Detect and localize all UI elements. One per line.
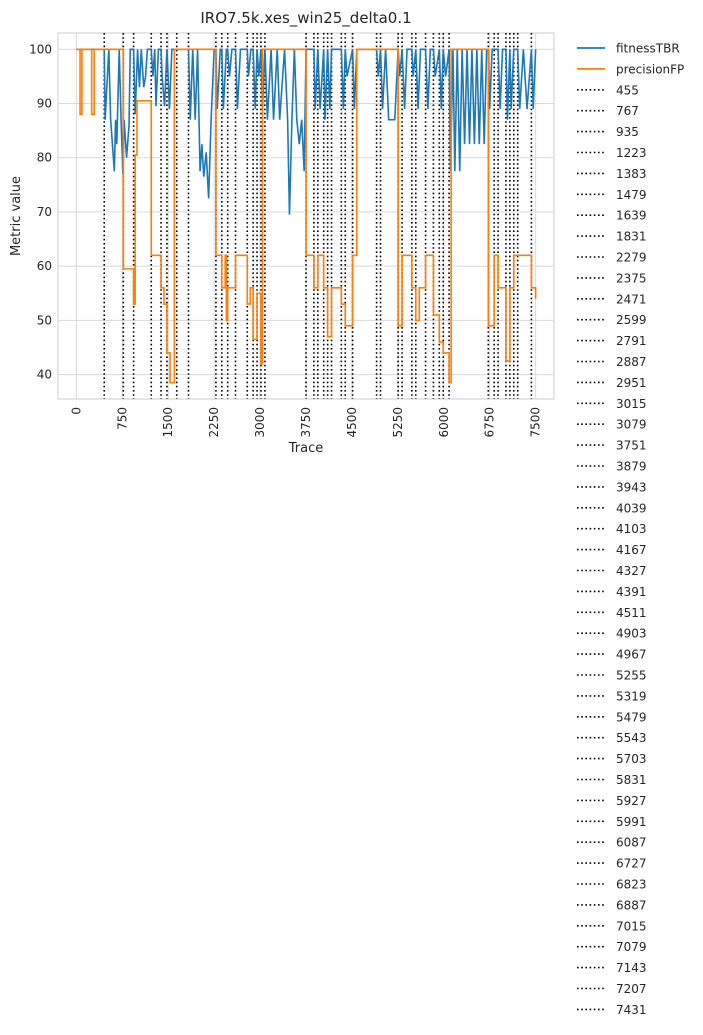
series (76, 48, 537, 384)
series-line-fitnessTBR (76, 48, 537, 215)
legend-label-drift: 1479 (616, 188, 647, 202)
legend-label-drift: 5991 (616, 815, 647, 829)
legend-label-drift: 2791 (616, 334, 647, 348)
legend-label-drift: 6087 (616, 836, 647, 850)
legend-label-drift: 5319 (616, 689, 647, 703)
legend-label-drift: 3943 (616, 480, 647, 494)
x-tick-label: 0 (69, 407, 83, 415)
legend-label-drift: 5927 (616, 794, 647, 808)
x-tick-label: 6000 (437, 407, 451, 438)
legend-label-drift: 935 (616, 125, 639, 139)
legend-label-drift: 6887 (616, 898, 647, 912)
y-tick-label: 70 (37, 205, 52, 219)
legend-label-drift: 7207 (616, 982, 647, 996)
legend-label-drift: 2599 (616, 313, 647, 327)
legend-label-drift: 4903 (616, 627, 647, 641)
y-axis-ticks: 40 50 60 70 80 90 100 (29, 42, 52, 381)
chart-title: IRO7.5k.xes_win25_delta0.1 (200, 9, 411, 28)
x-tick-label: 3750 (299, 407, 313, 438)
legend-label-drift: 2951 (616, 376, 647, 390)
legend-label-drift: 2887 (616, 355, 647, 369)
legend-label-drift: 1639 (616, 209, 647, 223)
legend-label-drift: 5703 (616, 752, 647, 766)
legend-label-drift: 6823 (616, 878, 647, 892)
x-tick-label: 1500 (161, 407, 175, 438)
legend-label-drift: 7143 (616, 961, 647, 975)
x-tick-label: 6750 (483, 407, 497, 438)
legend-label-drift: 5479 (616, 710, 647, 724)
legend-label-drift: 3079 (616, 418, 647, 432)
legend-label-drift: 3879 (616, 460, 647, 474)
series-line-precisionFP (76, 48, 537, 384)
x-tick-label: 7500 (529, 407, 543, 438)
legend-label-fitnessTBR: fitnessTBR (616, 42, 680, 56)
y-tick-label: 60 (37, 259, 52, 273)
x-tick-label: 5250 (391, 407, 405, 438)
x-tick-label: 3000 (253, 407, 267, 438)
legend-label-drift: 455 (616, 83, 639, 97)
y-axis-label: Metric value (9, 176, 24, 256)
legend-label-drift: 5255 (616, 669, 647, 683)
legend-label-drift: 1383 (616, 167, 647, 181)
x-tick-label: 2250 (207, 407, 221, 438)
plot-area (57, 32, 555, 400)
legend-label-drift: 2471 (616, 292, 647, 306)
x-axis-label: Trace (288, 441, 324, 456)
legend-label-drift: 4391 (616, 585, 647, 599)
y-tick-label: 80 (37, 151, 52, 165)
legend-label-drift: 4967 (616, 648, 647, 662)
x-tick-label: 4500 (345, 407, 359, 438)
legend-label-drift: 4167 (616, 543, 647, 557)
legend: fitnessTBR precisionFP 455 767 935 1223 1383 14… (577, 42, 684, 1017)
legend-label-drift: 4103 (616, 522, 647, 536)
y-tick-label: 100 (29, 42, 52, 56)
legend-label-drift: 1831 (616, 230, 647, 244)
y-tick-label: 90 (37, 96, 52, 110)
legend-label-drift: 2375 (616, 271, 647, 285)
legend-label-drift: 4327 (616, 564, 647, 578)
legend-label-drift: 767 (616, 104, 639, 118)
legend-label-drift: 2279 (616, 251, 647, 265)
x-axis-ticks: 0 750 1500 2250 3000 3750 4500 5250 6000 6750 7500 (69, 407, 542, 438)
legend-label-drift: 4039 (616, 501, 647, 515)
legend-label-drift: 7431 (616, 1003, 647, 1017)
legend-label-drift: 5831 (616, 773, 647, 787)
y-tick-label: 40 (37, 368, 52, 382)
legend-label-precisionFP: precisionFP (616, 62, 684, 76)
legend-label-drift: 7015 (616, 919, 647, 933)
legend-label-drift: 5543 (616, 731, 647, 745)
x-tick-label: 750 (115, 407, 129, 430)
legend-label-drift: 3015 (616, 397, 647, 411)
legend-label-drift: 1223 (616, 146, 647, 160)
y-tick-label: 50 (37, 313, 52, 327)
legend-label-drift: 3751 (616, 439, 647, 453)
legend-label-drift: 4511 (616, 606, 647, 620)
legend-label-drift: 6727 (616, 857, 647, 871)
legend-label-drift: 7079 (616, 940, 647, 954)
